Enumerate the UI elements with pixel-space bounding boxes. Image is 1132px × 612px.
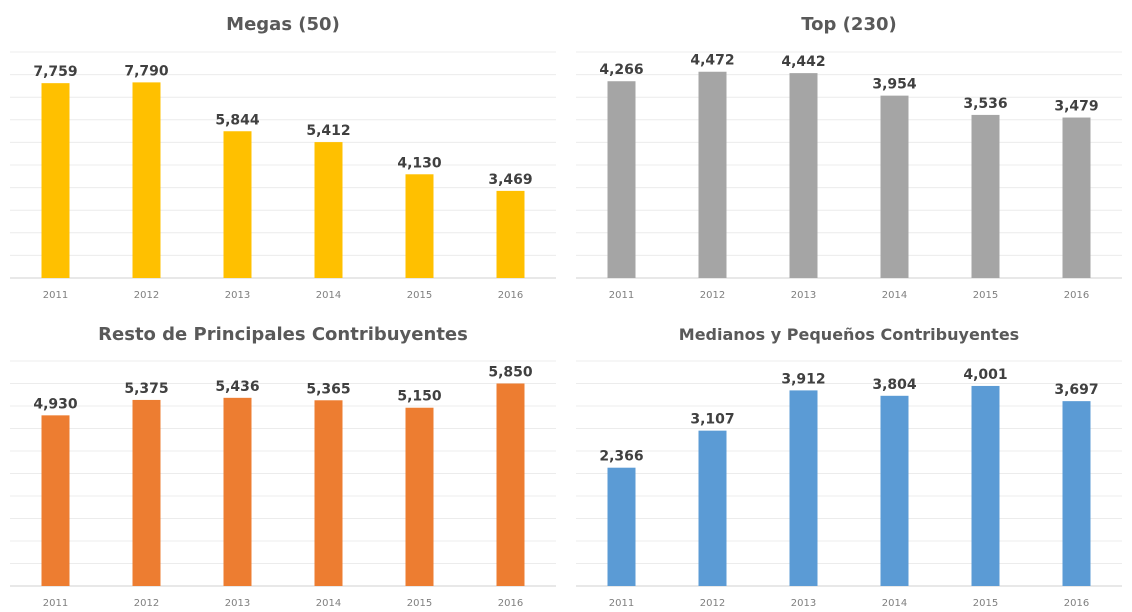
x-tick-label: 2013 bbox=[791, 598, 816, 609]
gridlines bbox=[576, 51, 1122, 279]
x-tick-label: 2016 bbox=[498, 290, 523, 301]
x-tick-label: 2015 bbox=[973, 290, 998, 301]
bar bbox=[223, 131, 252, 278]
data-label: 5,375 bbox=[124, 381, 168, 397]
bar bbox=[789, 73, 818, 278]
x-tick-label: 2011 bbox=[609, 290, 634, 301]
data-label: 3,697 bbox=[1054, 382, 1098, 398]
x-tick-label: 2012 bbox=[134, 290, 159, 301]
bar bbox=[607, 467, 636, 586]
x-tick-label: 2012 bbox=[134, 598, 159, 609]
gridlines bbox=[10, 360, 556, 587]
data-label: 5,844 bbox=[215, 112, 260, 128]
data-label: 4,930 bbox=[33, 396, 78, 412]
bar bbox=[789, 390, 818, 586]
bar bbox=[607, 81, 636, 278]
bar bbox=[698, 430, 727, 586]
x-tick-label: 2014 bbox=[882, 290, 907, 301]
chart-megas: Megas (50) 7,759 2011 7,790 2012 5,844 2013 5,4… bbox=[10, 14, 556, 301]
x-tick-label: 2012 bbox=[700, 598, 725, 609]
data-label: 4,130 bbox=[397, 155, 442, 171]
data-label: 4,001 bbox=[963, 367, 1007, 383]
bar bbox=[132, 82, 161, 278]
bar bbox=[41, 415, 70, 586]
data-label: 3,804 bbox=[872, 377, 917, 393]
bar bbox=[496, 383, 525, 586]
chart-title: Resto de Principales Contribuyentes bbox=[98, 324, 468, 345]
x-tick-label: 2013 bbox=[225, 598, 250, 609]
data-label: 5,436 bbox=[215, 379, 259, 395]
bar bbox=[314, 400, 343, 586]
data-label: 2,366 bbox=[599, 449, 643, 465]
x-tick-label: 2015 bbox=[407, 290, 432, 301]
x-tick-label: 2013 bbox=[225, 290, 250, 301]
bar bbox=[405, 174, 434, 278]
data-label: 3,536 bbox=[963, 96, 1007, 112]
x-tick-label: 2014 bbox=[316, 290, 341, 301]
chart-title: Megas (50) bbox=[226, 14, 340, 35]
x-tick-label: 2011 bbox=[609, 598, 634, 609]
x-tick-label: 2015 bbox=[973, 598, 998, 609]
data-label: 4,442 bbox=[781, 54, 825, 70]
gridlines bbox=[576, 360, 1122, 587]
bar bbox=[314, 142, 343, 278]
x-tick-label: 2016 bbox=[1064, 598, 1089, 609]
data-label: 3,912 bbox=[781, 371, 825, 387]
data-label: 5,412 bbox=[306, 123, 350, 139]
chart-title: Medianos y Pequeños Contribuyentes bbox=[679, 325, 1019, 344]
data-label: 5,150 bbox=[397, 389, 442, 405]
x-tick-label: 2011 bbox=[43, 290, 68, 301]
bar bbox=[971, 114, 1000, 279]
chart-resto-principales: Resto de Principales Contribuyentes 4,930… bbox=[10, 324, 556, 609]
x-tick-label: 2016 bbox=[1064, 290, 1089, 301]
data-label: 3,107 bbox=[690, 412, 734, 428]
x-tick-label: 2012 bbox=[700, 290, 725, 301]
bar bbox=[880, 395, 909, 586]
x-tick-label: 2014 bbox=[316, 598, 341, 609]
x-tick-label: 2011 bbox=[43, 598, 68, 609]
x-tick-label: 2013 bbox=[791, 290, 816, 301]
bar bbox=[1062, 117, 1091, 278]
data-label: 7,759 bbox=[33, 64, 77, 80]
bar bbox=[496, 190, 525, 278]
data-label: 4,266 bbox=[599, 62, 643, 78]
data-label: 7,790 bbox=[124, 63, 169, 79]
x-tick-label: 2016 bbox=[498, 598, 523, 609]
bar bbox=[880, 95, 909, 278]
bar bbox=[1062, 401, 1091, 586]
bar bbox=[132, 399, 161, 586]
data-label: 3,469 bbox=[488, 172, 532, 188]
x-tick-label: 2014 bbox=[882, 598, 907, 609]
data-label: 5,365 bbox=[306, 381, 350, 397]
chart-medianos-pequenos: Medianos y Pequeños Contribuyentes 2,366 2… bbox=[576, 325, 1122, 609]
chart-top: Top (230) 4,266 2011 4,472 2012 4,442 2013 3,95… bbox=[576, 14, 1122, 301]
bar bbox=[41, 83, 70, 278]
data-label: 5,850 bbox=[488, 365, 533, 381]
gridlines bbox=[10, 51, 556, 279]
x-tick-label: 2015 bbox=[407, 598, 432, 609]
data-label: 3,479 bbox=[1054, 99, 1098, 115]
bar bbox=[971, 385, 1000, 586]
data-label: 4,472 bbox=[690, 53, 734, 69]
data-label: 3,954 bbox=[872, 77, 917, 93]
bar bbox=[223, 397, 252, 586]
bar bbox=[405, 407, 434, 586]
chart-title: Top (230) bbox=[801, 14, 896, 35]
bar bbox=[698, 71, 727, 278]
